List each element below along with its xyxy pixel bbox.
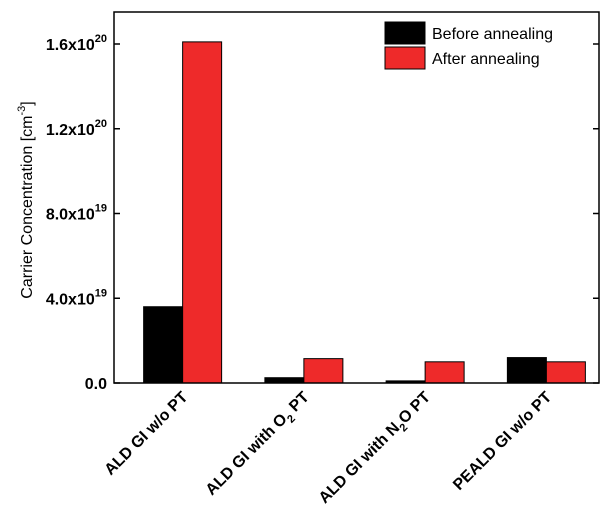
y-axis-label-sup: -3 xyxy=(16,106,28,116)
y-tick-label: 0.0 xyxy=(85,376,107,393)
plot-frame xyxy=(113,11,600,384)
y-axis-label-tail: ] xyxy=(19,101,36,105)
legend: Before annealing After annealing xyxy=(384,21,553,70)
x-category-label: ALD GI with O2 PT xyxy=(203,389,316,502)
y-axis-ticks: 0.0 4.0x1019 8.0x1019 1.2x1020 1.6x1020 xyxy=(46,33,599,393)
legend-swatch-2 xyxy=(384,46,426,70)
y-axis-label-main: Carrier Concentration [cm xyxy=(19,116,36,299)
y-axis-label: Carrier Concentration [cm-3] xyxy=(16,101,36,298)
bars-layer xyxy=(143,41,586,384)
bar-after-3 xyxy=(424,361,465,384)
legend-swatch-1 xyxy=(384,21,426,45)
bar-after-1 xyxy=(182,41,223,384)
bar-after-2 xyxy=(303,358,344,384)
legend-label-1: Before annealing xyxy=(432,26,553,43)
x-category-label: PEALD GI w/o PT xyxy=(450,389,555,494)
bar-before-4 xyxy=(506,357,547,384)
y-tick-label: 8.0x1019 xyxy=(46,203,107,224)
y-tick-label: 1.6x1020 xyxy=(46,33,107,54)
bar-after-4 xyxy=(545,361,586,384)
bar-before-2 xyxy=(264,377,305,384)
y-tick-label: 1.2x1020 xyxy=(46,118,107,139)
x-category-label: ALD GI with N2O PT xyxy=(316,389,437,510)
bar-before-1 xyxy=(143,306,184,384)
y-tick-label: 4.0x1019 xyxy=(46,287,107,308)
x-category-label: ALD GI w/o PT xyxy=(101,389,191,479)
legend-label-2: After annealing xyxy=(432,51,540,68)
